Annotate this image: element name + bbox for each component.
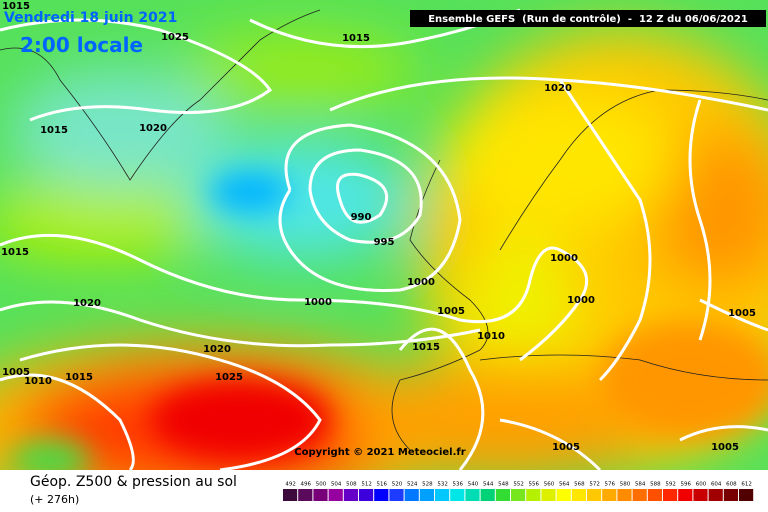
legend-label: 608 <box>726 482 737 488</box>
legend-swatch <box>739 489 754 501</box>
isobar-labels: 1015 1025 1015 1020 1015 1020 990 995 10… <box>1 1 756 453</box>
legend-label: 604 <box>711 482 722 488</box>
isobar-label: 1010 <box>477 331 505 342</box>
isobar-label: 1000 <box>550 253 578 264</box>
legend-label: 564 <box>559 482 570 488</box>
legend-swatch <box>359 489 374 501</box>
legend-label: 612 <box>741 482 752 488</box>
legend-swatch <box>404 489 419 501</box>
date: Vendredi 18 juin 2021 <box>4 10 177 26</box>
legend-label: 572 <box>589 482 600 488</box>
legend-label: 592 <box>665 482 676 488</box>
legend-label: 516 <box>377 482 388 488</box>
isobar-label: 1000 <box>407 277 435 288</box>
isobar-label: 1015 <box>412 342 440 353</box>
model-banner <box>410 10 766 27</box>
isobar-label: 1000 <box>304 297 332 308</box>
legend-swatch <box>663 489 678 501</box>
isobar-label: 1005 <box>552 442 580 453</box>
legend-swatch <box>328 489 343 501</box>
isobar-label: 990 <box>351 212 372 223</box>
legend-swatch <box>541 489 556 501</box>
legend-label: 556 <box>529 482 540 488</box>
isobar-label: 1015 <box>65 372 93 383</box>
legend-label: 552 <box>513 482 524 488</box>
legend-swatch <box>511 489 526 501</box>
legend-swatch <box>678 489 693 501</box>
legend-label: 568 <box>574 482 585 488</box>
isobar-label: 1005 <box>437 306 465 317</box>
legend-label: 580 <box>620 482 631 488</box>
legend-label: 492 <box>285 482 296 488</box>
isobar-label: 995 <box>374 237 395 248</box>
isobar-label: 1005 <box>2 367 30 378</box>
isobar-label: 1015 <box>342 33 370 44</box>
legend-swatch <box>587 489 602 501</box>
legend-label: 528 <box>422 482 433 488</box>
legend-label: 508 <box>346 482 357 488</box>
legend-swatch <box>465 489 480 501</box>
isobar-label: 1025 <box>161 32 189 43</box>
isobar-label: 1015 <box>2 1 30 12</box>
legend-swatch <box>343 489 358 501</box>
isobar-label: 1020 <box>73 298 101 309</box>
isobar-label: 1005 <box>711 442 739 453</box>
isobar-label: 1005 <box>728 308 756 319</box>
local-time: 2:00 locale <box>20 33 143 57</box>
isobar-label: 1010 <box>24 376 52 387</box>
model-info: Ensemble GEFS (Run de contrôle) - 12 Z d… <box>428 13 748 25</box>
legend-swatch <box>632 489 647 501</box>
legend-swatch <box>693 489 708 501</box>
isobar-label: 1020 <box>139 123 167 134</box>
legend-swatch <box>556 489 571 501</box>
legend-swatch <box>374 489 389 501</box>
legend-label: 512 <box>361 482 372 488</box>
legend-label: 496 <box>301 482 312 488</box>
legend-label: 584 <box>635 482 646 488</box>
legend-swatch <box>526 489 541 501</box>
legend-label: 600 <box>696 482 707 488</box>
legend-label: 588 <box>650 482 661 488</box>
legend-label: 504 <box>331 482 342 488</box>
legend-swatch <box>723 489 738 501</box>
isobar-label: 1025 <box>215 372 243 383</box>
legend-label: 520 <box>392 482 403 488</box>
legend-swatch <box>419 489 434 501</box>
legend-swatch <box>313 489 328 501</box>
footer-subtitle: (+ 276h) <box>30 493 79 506</box>
isobar-label: 1020 <box>544 83 572 94</box>
legend-label: 560 <box>544 482 555 488</box>
legend-label: 524 <box>407 482 418 488</box>
legend-label: 548 <box>498 482 509 488</box>
isobar-label: 1000 <box>567 295 595 306</box>
legend-swatch <box>602 489 617 501</box>
legend-swatch <box>708 489 723 501</box>
legend-swatch <box>480 489 495 501</box>
copyright: Copyright © 2021 Meteociel.fr <box>294 447 465 458</box>
legend-label: 500 <box>316 482 327 488</box>
legend-label: 576 <box>605 482 616 488</box>
isobar-label: 1015 <box>1 247 29 258</box>
legend-swatch <box>617 489 632 501</box>
legend-swatch <box>647 489 662 501</box>
legend-swatch <box>571 489 586 501</box>
legend-swatch <box>389 489 404 501</box>
legend-label: 532 <box>437 482 448 488</box>
legend-label: 540 <box>468 482 479 488</box>
legend-label: 544 <box>483 482 494 488</box>
footer-title: Géop. Z500 & pression au sol <box>30 474 237 490</box>
legend-label: 596 <box>681 482 692 488</box>
legend-swatch <box>298 489 313 501</box>
legend-swatch <box>283 489 298 501</box>
isobar-label: 1015 <box>40 125 68 136</box>
legend-swatch <box>450 489 465 501</box>
isobar-label: 1020 <box>203 344 231 355</box>
legend-swatch <box>495 489 510 501</box>
legend-swatch <box>435 489 450 501</box>
legend-label: 536 <box>453 482 464 488</box>
legend: 492 496 500 504 508 512 516 520 524 528 532 536 540 5… <box>283 482 754 501</box>
